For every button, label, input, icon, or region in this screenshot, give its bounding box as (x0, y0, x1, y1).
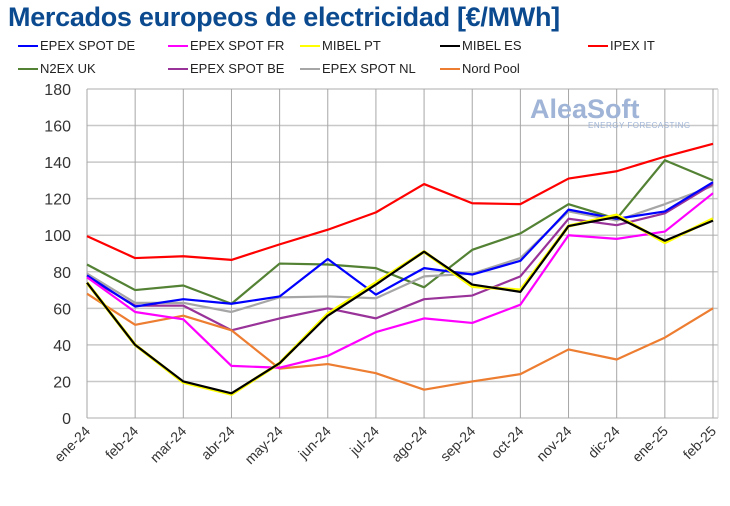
legend-item: EPEX SPOT NL (300, 61, 416, 76)
y-tick-label: 100 (44, 228, 71, 245)
legend-label: EPEX SPOT FR (190, 38, 285, 53)
legend-label: EPEX SPOT NL (322, 61, 416, 76)
x-tick-label: abr-24 (198, 423, 238, 463)
legend-swatch (300, 67, 320, 70)
legend-swatch (440, 67, 460, 70)
x-tick-label: mar-24 (147, 423, 190, 466)
y-tick-label: 20 (53, 374, 71, 391)
y-tick-label: 80 (53, 265, 71, 282)
y-tick-label: 160 (44, 119, 71, 136)
series-line-mibel-es (86, 215, 714, 395)
legend-label: N2EX UK (40, 61, 96, 76)
y-tick-label: 140 (44, 155, 71, 172)
series-line-nord-pool (86, 292, 714, 391)
y-tick-label: 40 (53, 338, 71, 355)
legend-label: EPEX SPOT DE (40, 38, 136, 53)
legend-swatch (168, 67, 188, 70)
x-tick-label: feb-24 (102, 423, 142, 463)
y-tick-label: 60 (53, 301, 71, 318)
legend-swatch (300, 44, 320, 47)
x-tick-label: nov-24 (533, 423, 575, 465)
legend-item: N2EX UK (18, 61, 96, 76)
legend-label: EPEX SPOT BE (190, 61, 285, 76)
legend-item: MIBEL PT (300, 38, 381, 53)
x-tick-label: sep-24 (437, 423, 479, 465)
legend-label: MIBEL ES (462, 38, 522, 53)
legend-swatch (168, 44, 188, 47)
series-line-epex-spot-fr (86, 192, 714, 369)
x-tick-label: ene-25 (629, 423, 671, 465)
y-tick-label: 120 (44, 192, 71, 209)
legend-label: Nord Pool (462, 61, 520, 76)
legend-item: IPEX IT (588, 38, 655, 53)
x-tick-label: dic-24 (585, 423, 623, 461)
series-line-epex-spot-nl (86, 184, 714, 314)
x-tick-label: ago-24 (388, 423, 430, 465)
x-tick-label: feb-25 (680, 423, 720, 463)
logo-name: AleaSoft (530, 94, 640, 124)
aleasoft-logo: AleaSoft ENERGY FORECASTING (530, 94, 690, 130)
x-tick-label: jul-24 (346, 423, 382, 459)
y-tick-label: 0 (62, 411, 71, 428)
series-line-ipex-it (86, 142, 714, 261)
legend-swatch (588, 44, 608, 47)
legend-item: EPEX SPOT BE (168, 61, 284, 76)
logo-tagline: ENERGY FORECASTING (588, 121, 691, 130)
chart-title: Mercados europeos de electricidad [€/MWh… (8, 2, 560, 32)
x-tick-label: ene-24 (51, 423, 93, 465)
legend-swatch (18, 44, 38, 47)
legend-swatch (440, 44, 460, 47)
legend-label: IPEX IT (610, 38, 655, 53)
legend-item: EPEX SPOT FR (168, 38, 284, 53)
series-line-epex-spot-be (86, 183, 714, 332)
x-tick-label: jun-24 (294, 423, 334, 463)
legend-swatch (18, 67, 38, 70)
x-tick-label: may-24 (241, 423, 285, 467)
legend-item: MIBEL ES (440, 38, 521, 53)
legend-item: EPEX SPOT DE (18, 38, 135, 53)
y-tick-label: 180 (44, 82, 71, 99)
legend-label: MIBEL PT (322, 38, 381, 53)
legend-item: Nord Pool (440, 61, 520, 76)
x-tick-label: oct-24 (488, 423, 527, 462)
